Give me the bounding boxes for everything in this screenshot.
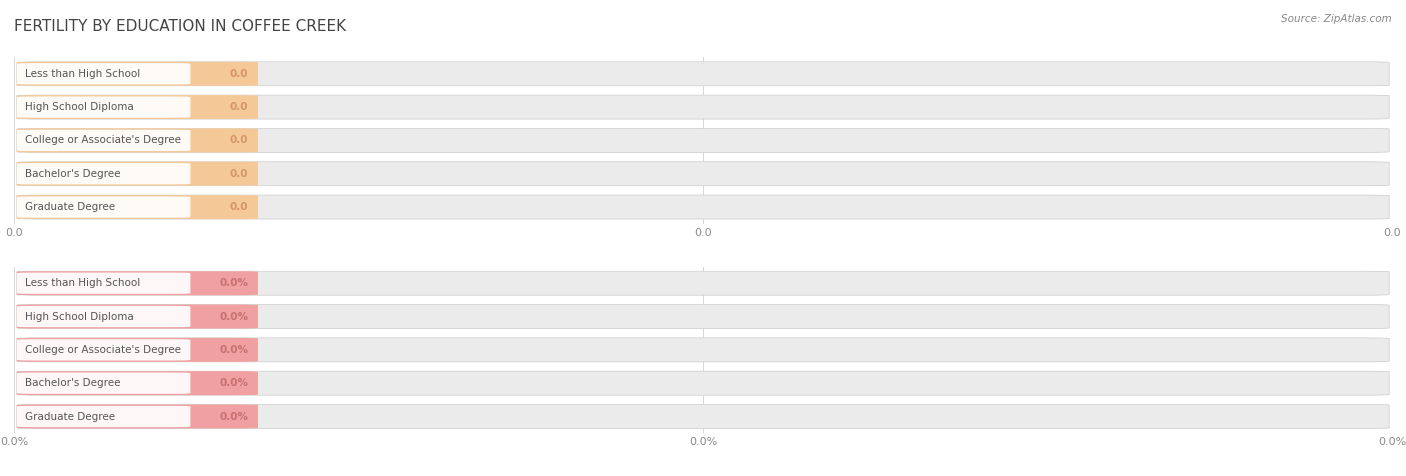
- FancyBboxPatch shape: [17, 163, 190, 184]
- Text: 0.0: 0.0: [229, 69, 249, 79]
- FancyBboxPatch shape: [17, 405, 1389, 428]
- Text: 0.0%: 0.0%: [219, 411, 249, 422]
- Text: College or Associate's Degree: College or Associate's Degree: [25, 135, 181, 146]
- Text: Graduate Degree: Graduate Degree: [25, 202, 115, 212]
- Text: Graduate Degree: Graduate Degree: [25, 411, 115, 422]
- FancyBboxPatch shape: [17, 371, 1389, 395]
- Text: 0.0%: 0.0%: [219, 278, 249, 288]
- Text: FERTILITY BY EDUCATION IN COFFEE CREEK: FERTILITY BY EDUCATION IN COFFEE CREEK: [14, 19, 346, 34]
- Text: 0.0: 0.0: [229, 102, 249, 112]
- Text: Bachelor's Degree: Bachelor's Degree: [25, 169, 121, 179]
- FancyBboxPatch shape: [17, 95, 257, 119]
- FancyBboxPatch shape: [17, 338, 1389, 362]
- FancyBboxPatch shape: [17, 62, 257, 86]
- FancyBboxPatch shape: [17, 271, 1389, 295]
- FancyBboxPatch shape: [17, 129, 257, 152]
- FancyBboxPatch shape: [17, 271, 257, 295]
- Text: Bachelor's Degree: Bachelor's Degree: [25, 378, 121, 388]
- Text: High School Diploma: High School Diploma: [25, 102, 134, 112]
- Text: College or Associate's Degree: College or Associate's Degree: [25, 345, 181, 355]
- FancyBboxPatch shape: [17, 305, 257, 328]
- FancyBboxPatch shape: [17, 95, 1389, 119]
- Text: 0.0%: 0.0%: [219, 378, 249, 388]
- FancyBboxPatch shape: [17, 373, 190, 394]
- FancyBboxPatch shape: [17, 195, 257, 219]
- FancyBboxPatch shape: [17, 405, 257, 428]
- FancyBboxPatch shape: [17, 273, 190, 294]
- FancyBboxPatch shape: [17, 130, 190, 151]
- Text: Less than High School: Less than High School: [25, 69, 141, 79]
- FancyBboxPatch shape: [17, 62, 1389, 86]
- Text: Less than High School: Less than High School: [25, 278, 141, 288]
- FancyBboxPatch shape: [17, 197, 190, 218]
- FancyBboxPatch shape: [17, 162, 257, 186]
- FancyBboxPatch shape: [17, 162, 1389, 186]
- FancyBboxPatch shape: [17, 97, 190, 118]
- FancyBboxPatch shape: [17, 371, 257, 395]
- FancyBboxPatch shape: [17, 129, 1389, 152]
- FancyBboxPatch shape: [17, 305, 1389, 328]
- FancyBboxPatch shape: [17, 306, 190, 327]
- Text: 0.0: 0.0: [229, 135, 249, 146]
- Text: Source: ZipAtlas.com: Source: ZipAtlas.com: [1281, 14, 1392, 24]
- Text: 0.0: 0.0: [229, 202, 249, 212]
- FancyBboxPatch shape: [17, 338, 257, 362]
- FancyBboxPatch shape: [17, 195, 1389, 219]
- Text: 0.0: 0.0: [229, 169, 249, 179]
- FancyBboxPatch shape: [17, 339, 190, 360]
- Text: 0.0%: 0.0%: [219, 311, 249, 322]
- FancyBboxPatch shape: [17, 63, 190, 84]
- Text: High School Diploma: High School Diploma: [25, 311, 134, 322]
- FancyBboxPatch shape: [17, 406, 190, 427]
- Text: 0.0%: 0.0%: [219, 345, 249, 355]
